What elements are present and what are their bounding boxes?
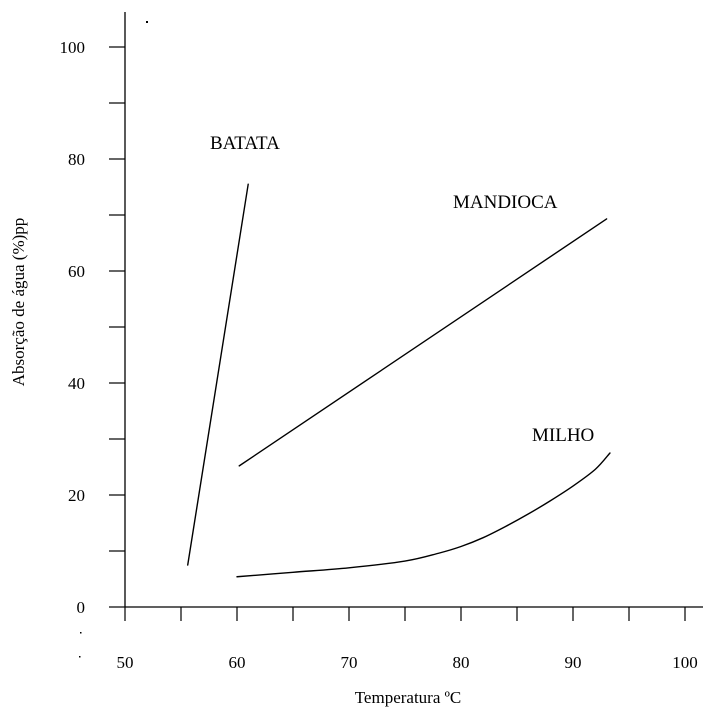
x-tick-label: 80	[453, 653, 470, 672]
y-tick-label: 0	[77, 598, 86, 617]
axes	[124, 12, 703, 608]
scan-speck	[80, 632, 82, 634]
y-tick-label: 60	[68, 262, 85, 281]
series-line-milho	[236, 452, 611, 578]
series-line-batata	[187, 183, 249, 566]
scan-speck	[146, 21, 148, 23]
x-tick-label: 100	[672, 653, 698, 672]
x-tick-label: 60	[229, 653, 246, 672]
y-tick-label: 100	[60, 38, 86, 57]
scan-speck	[79, 656, 81, 658]
series-line-mandioca	[238, 218, 608, 467]
series-labels: BATATA MANDIOCA MILHO	[210, 133, 594, 446]
y-axis-title: Absorção de água (%)pp	[9, 218, 28, 387]
series	[187, 183, 611, 578]
y-tick-label: 80	[68, 150, 85, 169]
series-label-milho: MILHO	[532, 425, 594, 446]
x-tick-label: 90	[565, 653, 582, 672]
y-tick-label: 40	[68, 374, 85, 393]
x-axis-title: Temperatura ºC	[355, 688, 462, 707]
series-label-batata: BATATA	[210, 133, 280, 154]
ticks: 0 20 40 60 80 100 50 60 70 80 90 100	[60, 38, 698, 672]
y-tick-label: 20	[68, 486, 85, 505]
series-label-mandioca: MANDIOCA	[453, 192, 558, 213]
x-tick-label: 70	[341, 653, 358, 672]
x-tick-label: 50	[117, 653, 134, 672]
